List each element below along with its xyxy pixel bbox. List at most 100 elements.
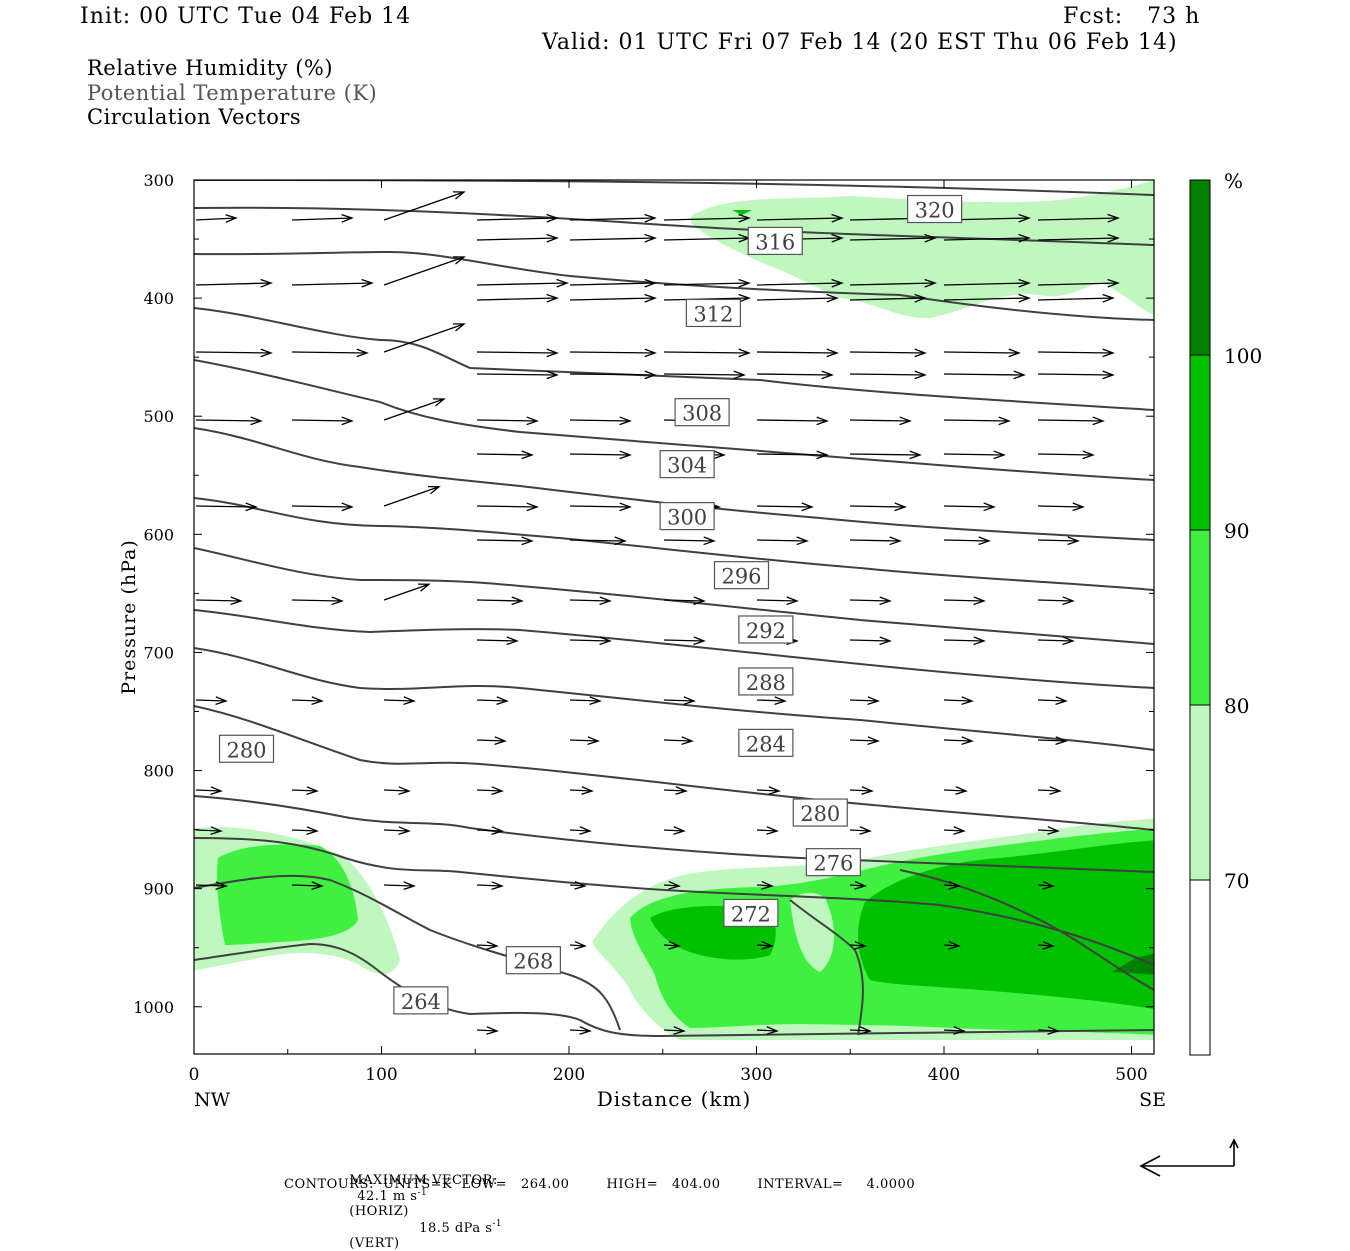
circulation-vector xyxy=(663,880,681,890)
contour-label: 276 xyxy=(805,848,861,877)
circulation-vector xyxy=(663,370,746,380)
circulation-vector xyxy=(849,636,892,646)
circulation-vector xyxy=(1037,233,1120,243)
circulation-vector xyxy=(1037,502,1085,512)
circulation-vector xyxy=(849,293,927,303)
circulation-vector xyxy=(291,786,319,795)
field-rh: Relative Humidity (%) xyxy=(87,56,334,80)
circulation-vector xyxy=(1037,880,1055,890)
contour-label: 320 xyxy=(907,194,963,224)
circulation-vector xyxy=(1037,293,1115,303)
circulation-vector xyxy=(569,826,592,835)
circulation-vector xyxy=(943,293,1031,303)
circulation-vector xyxy=(569,1026,592,1035)
circulation-vector xyxy=(943,233,1031,243)
circulation-vector xyxy=(756,213,844,223)
circulation-vector xyxy=(943,370,1026,380)
theta-contour xyxy=(194,837,1154,966)
y-tick-label: 400 xyxy=(143,289,174,308)
circulation-vector xyxy=(476,213,559,223)
max-vector-label: MAXIMUM VECTOR: xyxy=(349,1173,498,1188)
circulation-vector xyxy=(943,278,1031,288)
circulation-vector xyxy=(383,398,446,421)
rh-spot-upper xyxy=(732,210,752,215)
circulation-vector xyxy=(943,416,1011,426)
circulation-vector xyxy=(943,596,986,606)
y-tick-label: 700 xyxy=(143,643,174,662)
circulation-vector xyxy=(756,348,839,358)
contour-label: 272 xyxy=(723,898,779,928)
circulation-vector xyxy=(756,596,799,606)
circulation-vector xyxy=(756,826,779,835)
circulation-vector xyxy=(849,596,892,606)
circulation-vector xyxy=(1037,736,1068,746)
circulation-vector xyxy=(569,736,600,746)
contour-label: 304 xyxy=(659,450,715,479)
max-vert-value: 18.5 dPa s xyxy=(419,1220,493,1236)
circulation-vector xyxy=(291,881,324,891)
rh-band-left-mid xyxy=(217,844,358,945)
field-theta: Potential Temperature (K) xyxy=(87,81,378,105)
rh-shading xyxy=(194,180,1154,1040)
theta-contour xyxy=(194,942,1154,1038)
circulation-vector xyxy=(476,826,504,835)
reference-vector-icon xyxy=(1139,1138,1239,1177)
circulation-vector xyxy=(943,696,974,706)
theta-contour xyxy=(899,869,1154,991)
circulation-vector xyxy=(943,826,966,835)
circulation-vector xyxy=(476,941,499,950)
forecast-hour: Fcst: 73 h xyxy=(1063,4,1201,29)
circulation-vector xyxy=(291,596,344,606)
circulation-vector xyxy=(569,370,657,380)
circulation-vector xyxy=(663,596,706,606)
contour-label-text: 272 xyxy=(731,902,771,926)
circulation-vector xyxy=(663,940,681,950)
rh-spot-lower xyxy=(1112,953,1154,975)
circulation-vector xyxy=(1037,213,1120,223)
y-axis-label: Pressure (hPa) xyxy=(118,539,140,695)
theta-contour xyxy=(194,359,1154,481)
theta-contour xyxy=(194,180,1154,196)
theta-contour xyxy=(194,497,1154,591)
vert-exponent: -1 xyxy=(492,1219,503,1230)
circulation-vector xyxy=(1037,826,1060,835)
field-vectors: Circulation Vectors xyxy=(87,105,302,129)
circulation-vector xyxy=(943,940,961,950)
circulation-vector xyxy=(476,536,534,546)
circulation-vector xyxy=(383,485,441,507)
circulation-vector xyxy=(849,450,922,460)
colorbar-band-100 xyxy=(1189,179,1211,356)
circulation-vector xyxy=(943,502,996,512)
circulation-vector xyxy=(476,293,559,303)
circulation-vector xyxy=(943,636,986,646)
circulation-vector xyxy=(476,450,534,460)
contour-label: 312 xyxy=(685,298,741,328)
contour-label-text: 312 xyxy=(693,302,733,326)
colorbar-band-90 xyxy=(1189,354,1211,531)
contour-label: 280 xyxy=(792,798,848,827)
theta-contour xyxy=(789,899,864,1036)
circulation-vector xyxy=(756,1026,779,1035)
contour-label: 308 xyxy=(674,398,730,427)
contour-label-box xyxy=(738,667,794,696)
contour-label: 292 xyxy=(738,615,794,644)
y-tick-label: 900 xyxy=(143,880,174,899)
contour-label: 300 xyxy=(659,502,715,531)
circulation-vector xyxy=(476,881,504,890)
contour-label: 288 xyxy=(738,667,794,696)
circulation-vector xyxy=(569,213,657,223)
circulation-vector xyxy=(476,370,559,380)
contour-label-box xyxy=(659,450,715,479)
contour-label-box xyxy=(738,615,794,644)
contour-label-text: 268 xyxy=(513,950,553,974)
theta-contour xyxy=(194,250,1154,321)
circulation-vector xyxy=(383,583,431,601)
circulation-vector xyxy=(663,696,696,706)
y-tick-label: 600 xyxy=(143,525,174,544)
circulation-vector xyxy=(1037,940,1055,950)
init-time: Init: 00 UTC Tue 04 Feb 14 xyxy=(80,4,412,29)
circulation-vector xyxy=(383,256,466,286)
circulation-vector xyxy=(1037,370,1115,380)
circulation-vector xyxy=(569,880,587,890)
contour-label-text: 296 xyxy=(721,565,761,589)
